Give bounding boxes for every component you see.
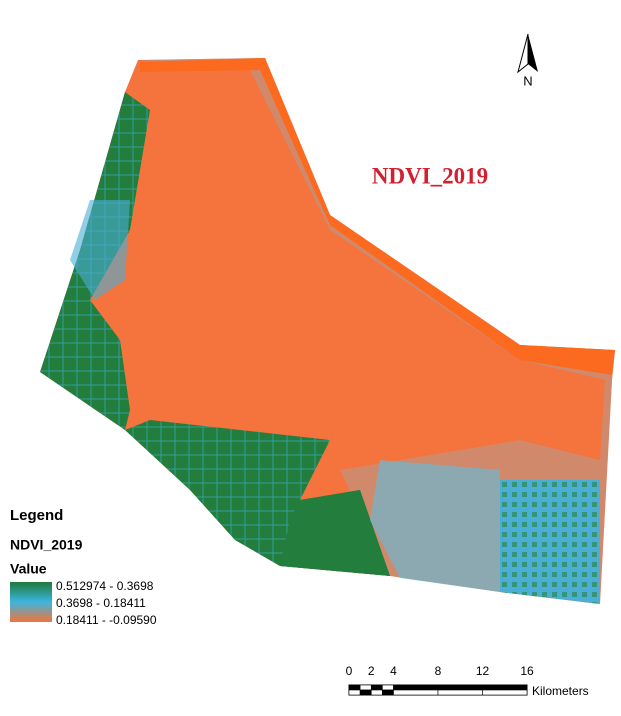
legend-layer: NDVI_2019 <box>10 537 83 553</box>
scale-segment <box>382 689 394 696</box>
legend-heading: Legend <box>10 507 63 524</box>
scale-segment <box>348 689 361 696</box>
scale-segment <box>348 684 361 691</box>
scale-segment <box>482 684 528 691</box>
legend: Legend NDVI_2019 Value 0.512974 - 0.3698… <box>10 507 157 627</box>
scale-tick-label: 0 <box>346 664 353 678</box>
scale-tick-label: 12 <box>476 664 490 678</box>
scale-tick-label: 2 <box>368 664 375 678</box>
map-title: NDVI_2019 <box>372 163 488 188</box>
scale-tick-label: 8 <box>435 664 442 678</box>
north-label: N <box>523 73 532 88</box>
legend-ramp <box>10 582 52 622</box>
scale-segment <box>359 689 372 696</box>
scale-segment <box>370 689 383 696</box>
scale-unit: Kilometers <box>532 684 589 698</box>
legend-class-label: 0.18411 - -0.09590 <box>56 613 157 627</box>
scale-segment <box>359 684 372 691</box>
ndvi-raster <box>40 58 615 604</box>
scale-segment <box>482 689 528 696</box>
scale-segment <box>370 684 383 691</box>
north-arrow: N <box>517 33 538 88</box>
legend-field: Value <box>10 561 47 577</box>
scale-segment <box>437 684 483 691</box>
scale-segment <box>437 689 483 696</box>
legend-class-label: 0.512974 - 0.3698 <box>56 579 154 593</box>
scale-tick-label: 16 <box>520 664 534 678</box>
scale-segment <box>382 684 394 691</box>
scale-segment <box>393 684 439 691</box>
scale-segment <box>393 689 439 696</box>
legend-class-label: 0.3698 - 0.18411 <box>56 596 146 610</box>
scale-tick-label: 4 <box>390 664 397 678</box>
scale-bar: 0 2 4 8 12 16 Kilometers <box>346 664 589 698</box>
